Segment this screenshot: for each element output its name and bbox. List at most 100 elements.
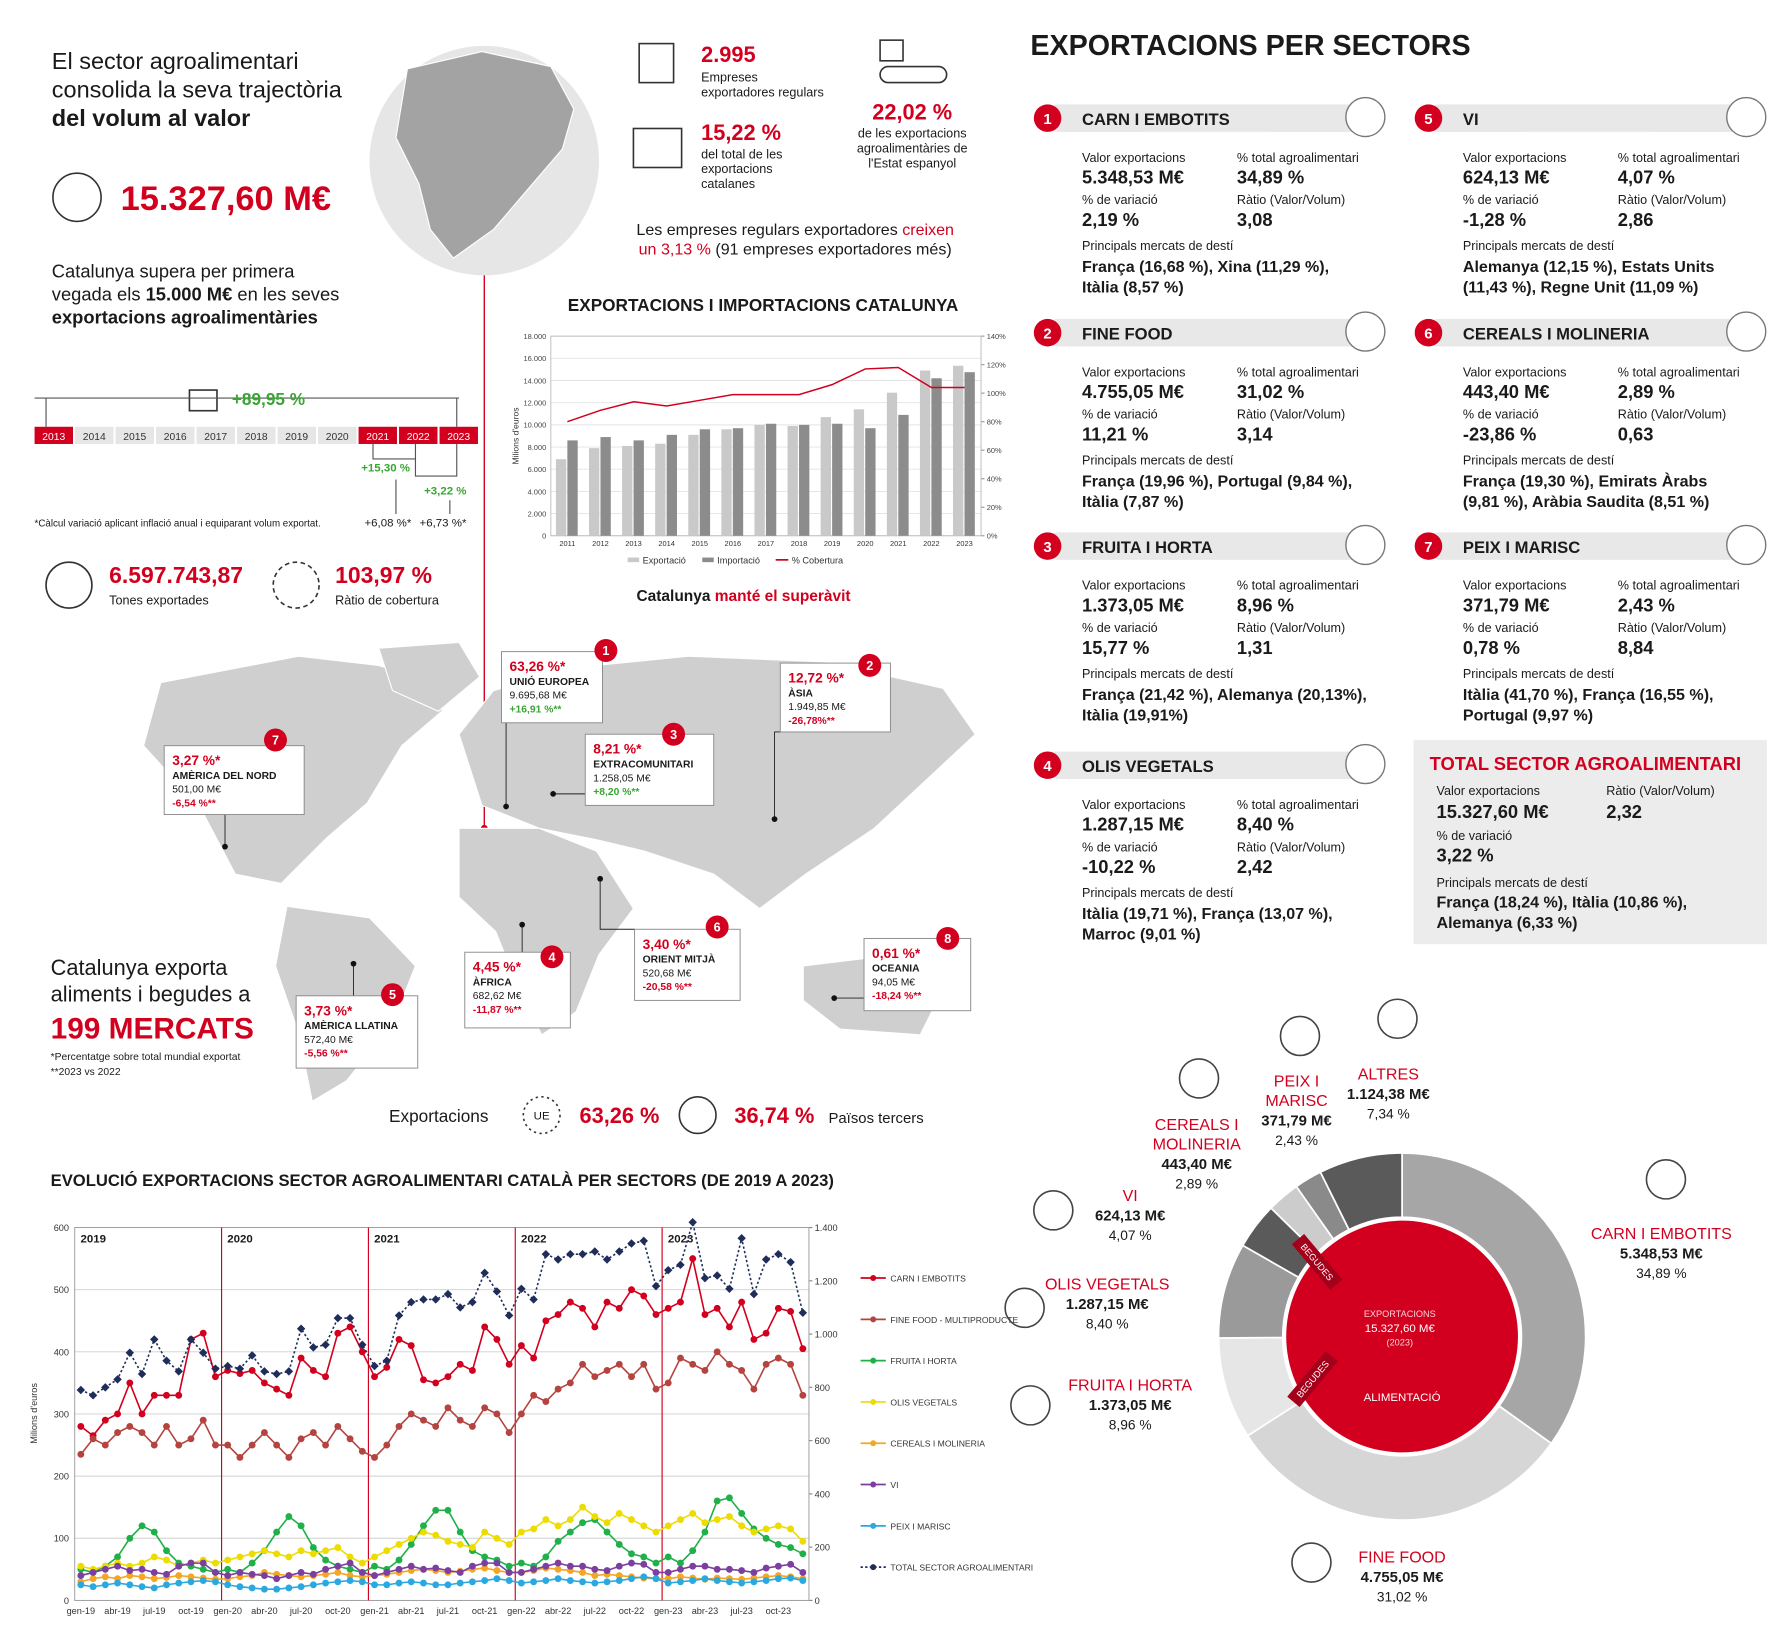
segment-share: 31,02 % <box>1377 1590 1427 1605</box>
text-part: en les seves <box>232 284 339 305</box>
region-share: 0,61 %* <box>872 946 921 961</box>
region-name: ORIENT MITJÀ <box>643 953 716 966</box>
field-label: Principals mercats de destí <box>1082 454 1234 468</box>
marker <box>774 1249 783 1259</box>
region-change: +8,20 %** <box>593 787 639 798</box>
markets-line: França (19,96 %), Portugal (9,84 %), <box>1082 472 1352 490</box>
marker <box>101 1383 110 1392</box>
marker <box>615 1304 623 1312</box>
growth-text: Les empreses regulars exportadores creix… <box>636 221 954 239</box>
marker <box>273 1550 281 1558</box>
marker <box>334 1329 342 1337</box>
marker <box>150 1391 158 1399</box>
marker <box>725 1360 733 1368</box>
markets-text: aliments i begudes a <box>51 982 252 1007</box>
region-point <box>597 875 604 882</box>
marker <box>493 1559 501 1567</box>
marker <box>712 1271 722 1280</box>
region-badge <box>858 653 882 677</box>
series-line <box>80 1258 804 1437</box>
region-share: 3,73 %* <box>304 1003 353 1018</box>
y2-tick-label: 60% <box>987 446 1002 455</box>
marker <box>787 1574 795 1582</box>
marker <box>774 1522 782 1530</box>
sector-name: FINE FOOD <box>1082 325 1173 344</box>
marker <box>150 1553 158 1561</box>
region-point <box>771 816 778 822</box>
segment-amount: 443,40 M€ <box>1161 1157 1232 1173</box>
marker <box>579 1304 587 1312</box>
marker <box>322 1579 330 1587</box>
legend-marker <box>870 1440 877 1447</box>
marker <box>591 1373 599 1381</box>
field-label: % total agroalimentari <box>1237 365 1359 379</box>
greenland <box>377 641 481 712</box>
marker <box>334 1568 342 1576</box>
marker <box>346 1565 354 1573</box>
marker <box>358 1568 366 1576</box>
field-label: Principals mercats de destí <box>1082 239 1234 253</box>
marker <box>664 1568 672 1576</box>
y-tick-label: 0 <box>542 532 546 541</box>
marker <box>787 1308 795 1315</box>
y2-tick-label: 120% <box>987 361 1006 370</box>
x-tick-label: abr-23 <box>692 1606 718 1616</box>
marker <box>456 1579 464 1587</box>
region-change: -20,58 %** <box>643 982 692 993</box>
bar <box>964 372 975 536</box>
donut-center <box>1286 1220 1518 1453</box>
x-tick-label: 2019 <box>824 539 841 548</box>
marker <box>407 1342 415 1350</box>
marker <box>615 1572 623 1579</box>
year-label: 2021 <box>366 432 389 443</box>
marker <box>689 1360 697 1368</box>
marker <box>578 1249 587 1259</box>
marker <box>101 1441 109 1449</box>
marker <box>456 1528 464 1536</box>
marker <box>309 1570 317 1578</box>
marker <box>725 1513 733 1520</box>
region-box <box>863 937 972 1012</box>
split-value: 63,26 % <box>580 1103 660 1128</box>
marker <box>138 1429 146 1437</box>
marker <box>554 1575 562 1583</box>
markets-line: (9,81 %), Aràbia Saudita (8,51 %) <box>1463 493 1709 511</box>
year-box <box>358 426 397 444</box>
stat-value: 2.995 <box>701 42 756 67</box>
field-label: % de variació <box>1436 829 1512 843</box>
timeline-bracket <box>414 443 458 477</box>
icons <box>45 39 948 1135</box>
icon-conveyor <box>879 65 948 84</box>
sector-number: 2 <box>1043 326 1051 342</box>
marker <box>419 1295 428 1304</box>
marker <box>603 1567 611 1575</box>
marker <box>664 1265 673 1275</box>
y2-tick-label: 0 <box>815 1596 820 1606</box>
marker <box>175 1579 183 1587</box>
legend-marker <box>870 1481 877 1488</box>
marker <box>321 1340 330 1349</box>
segment-share: 8,40 % <box>1086 1317 1129 1332</box>
region-value: 572,40 M€ <box>304 1035 353 1046</box>
field-value: 15,77 % <box>1082 637 1149 658</box>
marker <box>603 1578 611 1586</box>
sector-badge <box>1033 318 1062 347</box>
marker <box>346 1435 354 1443</box>
marker <box>713 1516 721 1524</box>
segment-label: FRUITA I HORTA <box>1068 1376 1192 1394</box>
sector-badge <box>1033 104 1062 132</box>
bar <box>898 414 909 536</box>
region-value: 501,00 M€ <box>172 785 221 796</box>
markets-line: Itàlia (19,71 %), França (13,07 %), <box>1082 905 1333 923</box>
marker <box>713 1577 721 1584</box>
region-number: 2 <box>866 659 873 673</box>
marker <box>383 1568 391 1576</box>
marker <box>212 1559 219 1567</box>
region-change: -11,87 %** <box>473 1005 522 1016</box>
marker <box>322 1570 330 1578</box>
marker <box>76 1385 86 1395</box>
sector-icon <box>1726 524 1767 566</box>
legend-marker <box>870 1522 877 1529</box>
marker <box>701 1528 709 1536</box>
region-box <box>634 928 741 1001</box>
